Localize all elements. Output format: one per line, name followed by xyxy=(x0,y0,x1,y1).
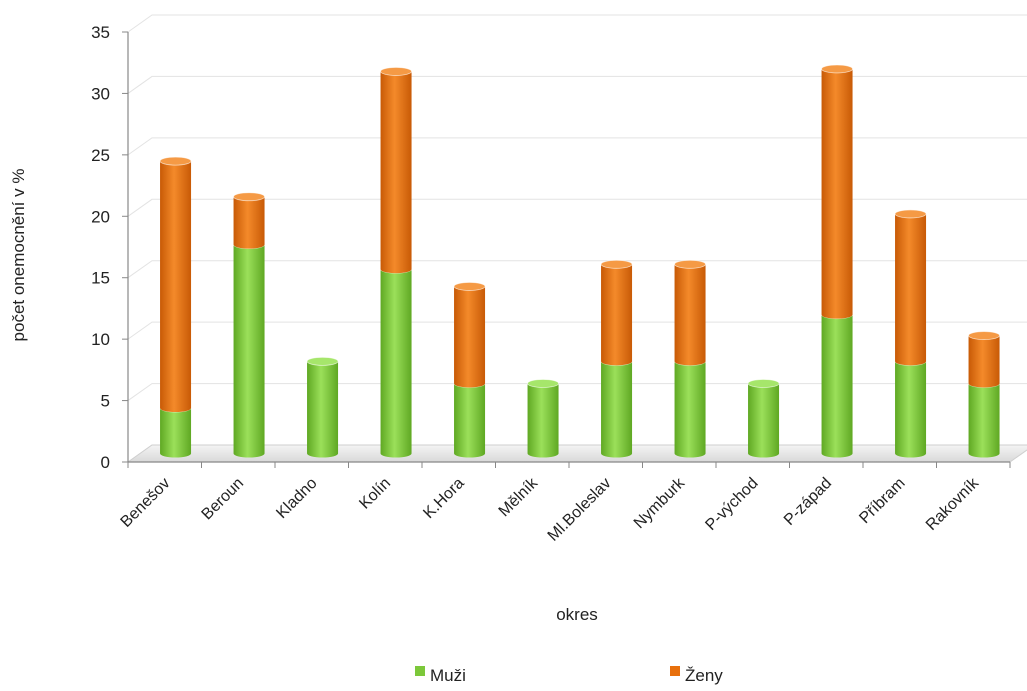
legend-swatch-muzi xyxy=(415,666,425,676)
gridline xyxy=(127,198,1027,217)
bar-muzi-3 xyxy=(380,269,412,458)
y-tick-label: 5 xyxy=(101,392,110,411)
bar-muzi-5 xyxy=(527,383,559,458)
legend-label-zeny: Ženy xyxy=(685,666,723,685)
bar-muzi-1 xyxy=(233,244,265,458)
y-tick-label: 10 xyxy=(91,330,110,349)
bar-zeny-3 xyxy=(380,71,412,274)
x-category-label: Nymburk xyxy=(631,474,689,532)
bar-zeny-11 xyxy=(968,335,1000,388)
x-category-label: Rakovník xyxy=(923,474,983,534)
gridline xyxy=(127,14,1027,33)
y-tick-label: 30 xyxy=(91,84,110,103)
bar-muzi-10 xyxy=(895,361,927,458)
legend-label-muzi: Muži xyxy=(430,666,466,685)
x-category-label: Příbram xyxy=(856,475,908,527)
gridline xyxy=(127,137,1027,156)
bar-zeny-10 xyxy=(895,213,927,366)
bar-zeny-0 xyxy=(160,161,192,413)
gridline xyxy=(127,260,1027,279)
y-axis-title: počet onemocnění v % xyxy=(9,169,28,342)
x-category-label: Benešov xyxy=(118,475,174,531)
x-axis-title: okres xyxy=(556,605,598,624)
y-tick-label: 25 xyxy=(91,146,110,165)
gridline xyxy=(127,383,1027,401)
bar-muzi-9 xyxy=(821,314,853,458)
bar-zeny-7 xyxy=(674,264,706,366)
x-category-label: K.Hora xyxy=(420,475,467,522)
bars xyxy=(159,64,1000,458)
bar-top-zeny-4 xyxy=(453,282,486,291)
bar-zeny-9 xyxy=(821,68,853,319)
x-category-label: P-východ xyxy=(702,475,761,534)
x-category-label: Ml.Boleslav xyxy=(545,475,615,545)
x-category-label: P-západ xyxy=(781,475,835,529)
legend-swatch-zeny xyxy=(670,666,680,676)
bar-top-zeny-3 xyxy=(380,67,412,76)
x-category-label: Beroun xyxy=(199,475,248,524)
bar-top-muzi-5 xyxy=(527,379,559,388)
x-category-label: Kladno xyxy=(273,475,320,522)
bar-top-muzi-2 xyxy=(306,356,339,366)
gridlines xyxy=(127,14,1027,463)
y-tick-label: 0 xyxy=(101,453,110,472)
bar-top-zeny-1 xyxy=(233,192,265,202)
y-tick-label: 20 xyxy=(91,207,110,226)
bar-top-zeny-10 xyxy=(894,209,927,219)
bar-top-zeny-6 xyxy=(600,259,633,269)
bar-zeny-1 xyxy=(233,196,265,249)
bar-zeny-6 xyxy=(601,264,633,366)
gridline xyxy=(127,321,1027,340)
bar-muzi-11 xyxy=(968,383,1000,458)
bar-top-zeny-11 xyxy=(968,331,1000,340)
bar-top-zeny-9 xyxy=(821,64,853,74)
bar-top-zeny-7 xyxy=(674,259,706,269)
bar-zeny-4 xyxy=(454,286,486,388)
axes xyxy=(122,31,1011,468)
bar-muzi-6 xyxy=(601,361,633,458)
bar-muzi-4 xyxy=(454,383,486,458)
x-category-label: Kolín xyxy=(356,475,394,513)
y-tick-label: 35 xyxy=(91,23,110,42)
bar-top-zeny-0 xyxy=(159,156,192,166)
bar-muzi-0 xyxy=(160,408,192,458)
bar-muzi-7 xyxy=(674,361,706,458)
bar-muzi-8 xyxy=(748,383,780,458)
legend: Muži Ženy xyxy=(415,666,723,685)
x-category-label: Mělník xyxy=(496,474,542,520)
y-tick-label: 15 xyxy=(91,269,110,288)
bar-muzi-2 xyxy=(307,361,339,458)
bar-top-muzi-8 xyxy=(747,379,780,388)
gridline xyxy=(127,75,1027,94)
